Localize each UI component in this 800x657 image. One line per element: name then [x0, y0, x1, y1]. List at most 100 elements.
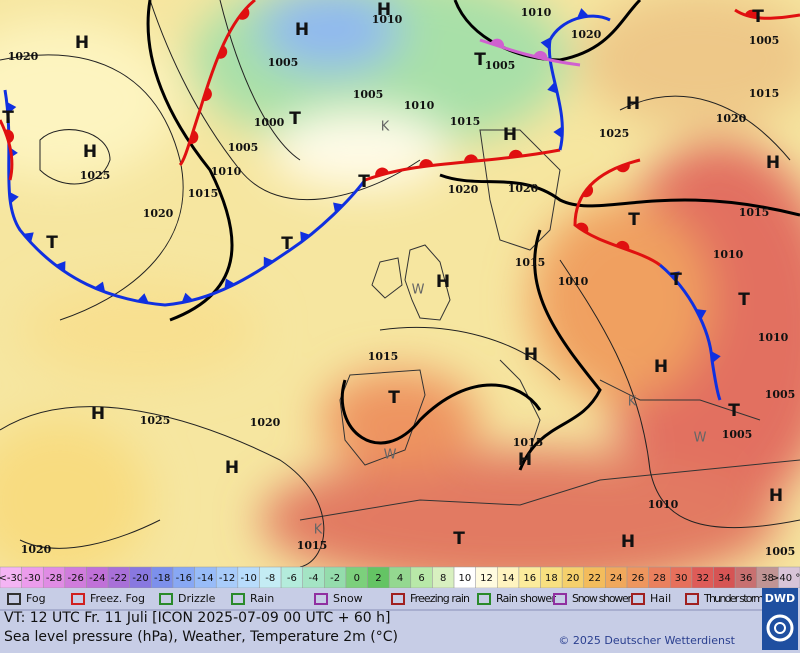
isobar-label: 1015: [749, 87, 780, 100]
isobar-label: 1005: [765, 545, 796, 558]
isobar-label: 1005: [228, 141, 259, 154]
warm-front-symbol: [615, 240, 630, 251]
pressure-center: H: [518, 450, 532, 470]
front-symbol: [581, 184, 594, 198]
warm-front-symbol: [375, 167, 389, 177]
pressure-center: H: [621, 532, 635, 552]
pressure-center: T: [281, 234, 293, 254]
front-symbol: [695, 308, 707, 320]
legend-label: Drizzle: [178, 592, 216, 605]
isobar-label: 1020: [716, 112, 747, 125]
temperature-scale: <-30 -30 -28 -26 -24 -22 -20 -18 -16 -14 -12 -10 -8-…: [0, 566, 800, 589]
isobar-label: 1010: [404, 99, 435, 112]
pressure-center: T: [388, 388, 400, 408]
isobar-label: 1010: [758, 331, 789, 344]
legend-icon: [391, 593, 405, 605]
pressure-center: H: [377, 0, 391, 20]
scale-label: 20: [567, 573, 580, 584]
front-symbol: [202, 87, 212, 102]
pressure-center: H: [75, 33, 89, 53]
front-symbol: [616, 162, 630, 173]
logo-text: DWD: [765, 592, 795, 605]
scale-label: -6: [287, 573, 297, 584]
pressure-center: T: [752, 7, 764, 27]
map: H H H H H H H H H H H H H H H T T T T T T T T T T T T T 1010 1020 1005…: [0, 0, 800, 567]
warm-front-symbol: [744, 9, 759, 19]
isobar-label: 1025: [599, 127, 630, 140]
warm-front-symbol: [189, 130, 199, 144]
legend-icon: [631, 593, 645, 605]
scale-label: 16: [523, 573, 536, 584]
front-symbol: [263, 256, 274, 268]
valid-time: VT: 12 UTC Fr. 11 Juli [ICON 2025-07-09 …: [4, 610, 391, 626]
scale-label: <-30: [0, 573, 23, 584]
isobar-label: 1020: [8, 50, 39, 63]
scale-label: -16: [176, 573, 192, 584]
scale-label: 28: [653, 573, 666, 584]
front-symbol: [300, 231, 311, 243]
pressure-center: T: [474, 50, 486, 70]
warm-front-symbol: [533, 50, 548, 60]
pressure-center: H: [83, 142, 97, 162]
front-line: [479, 38, 581, 67]
cold-front-symbol: [668, 271, 680, 282]
front-symbol: [94, 281, 106, 293]
scale-label: -8: [265, 573, 275, 584]
isobar-label: 1005: [485, 59, 516, 72]
pressure-center: T: [628, 210, 640, 230]
pressure-center: T: [46, 233, 58, 253]
front-symbol: [575, 222, 589, 234]
pressure-center: T: [289, 109, 301, 129]
isobar-label: 1005: [765, 388, 796, 401]
pressure-center: H: [436, 272, 450, 292]
scale-label: -28: [46, 573, 62, 584]
cold-front-symbol: [6, 101, 17, 114]
isobar-label: 1015: [739, 206, 770, 219]
legend-label: Freez. Fog: [90, 592, 145, 605]
scale-label: 22: [588, 573, 601, 584]
isobar-label: 1015: [368, 350, 399, 363]
front-symbol: [6, 101, 17, 114]
isobar-label: 1020: [571, 28, 602, 41]
isobar-label: 1020: [250, 416, 281, 429]
warm-front-symbol: [581, 184, 594, 198]
cold-front-symbol: [577, 8, 589, 19]
warm-front-symbol: [616, 162, 630, 173]
pressure-center: T: [738, 290, 750, 310]
front-line: [0, 119, 14, 181]
cold-front-symbol: [547, 81, 558, 94]
region-letter: K: [314, 523, 323, 538]
trough-lines: [146, 0, 800, 471]
isobar-label: 1015: [297, 539, 328, 552]
front-symbol: [224, 278, 236, 290]
front-symbol: [668, 271, 680, 282]
scale-label: 14: [502, 573, 515, 584]
scale-label: 36: [740, 573, 753, 584]
front-symbol: [4, 129, 15, 144]
pressure-center: H: [503, 125, 517, 145]
cold-front-symbol: [540, 37, 551, 50]
front-line: [547, 14, 611, 151]
front-symbol: [540, 37, 551, 50]
front-symbol: [189, 130, 199, 144]
cold-front-symbol: [224, 278, 236, 290]
cold-front-symbol: [333, 202, 344, 214]
cold-front-symbol: [136, 293, 149, 304]
pressure-center: H: [769, 486, 783, 506]
front-symbol: [711, 351, 721, 364]
front-symbol: [490, 38, 505, 48]
pressure-center: T: [728, 401, 740, 421]
isobar-label: 1010: [211, 165, 242, 178]
legend-label: Snow: [333, 592, 363, 605]
front-symbol: [464, 154, 479, 163]
front-symbol: [744, 9, 759, 19]
cold-front-symbol: [55, 261, 66, 272]
front-symbol: [553, 126, 563, 139]
front-line: [364, 148, 561, 182]
pressure-center: H: [295, 20, 309, 40]
isobar-label: 1005: [268, 56, 299, 69]
scale-label: -24: [89, 573, 105, 584]
scale-label: -22: [111, 573, 127, 584]
scale-label: -18: [154, 573, 170, 584]
